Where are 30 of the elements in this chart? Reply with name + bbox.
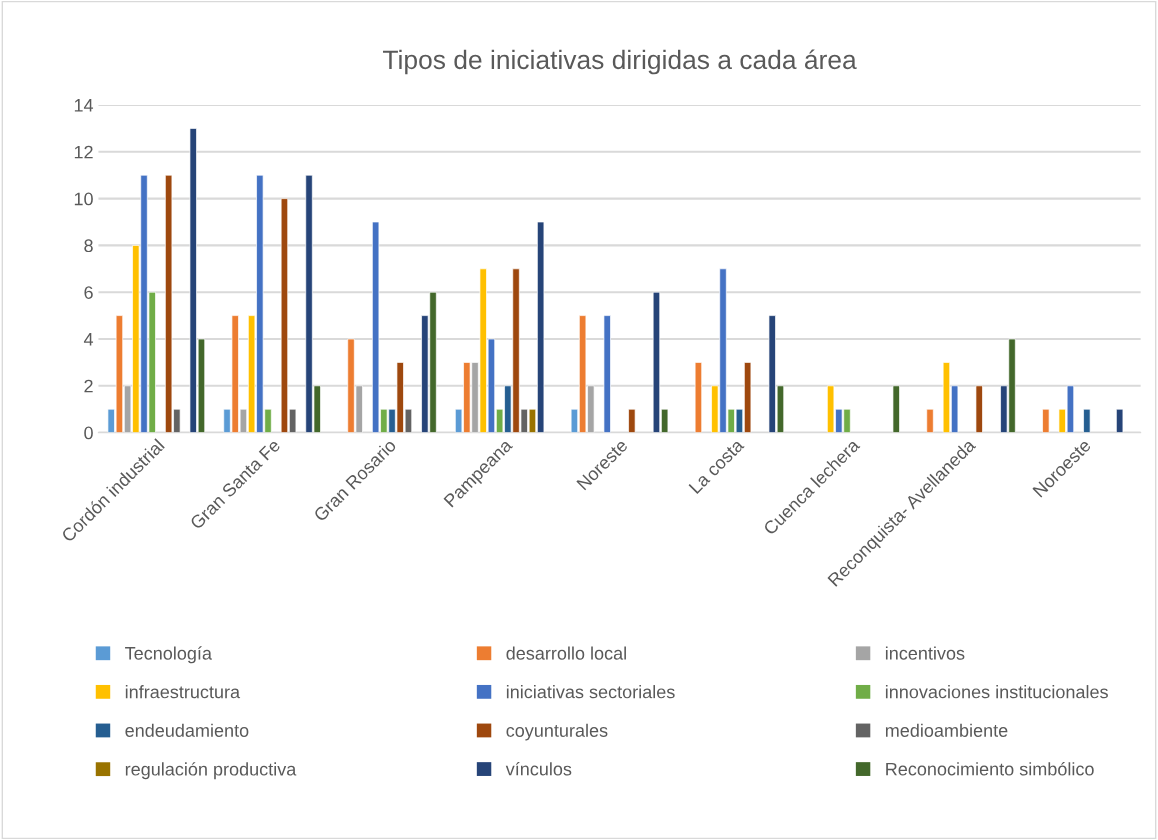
bar	[892, 385, 900, 433]
bar	[926, 408, 934, 433]
bar	[975, 385, 983, 433]
y-tick-label: 6	[84, 286, 93, 299]
legend-label: innovaciones institucionales	[885, 685, 1108, 699]
legend-label: infraestructura	[125, 685, 241, 699]
legend-label: desarrollo local	[506, 646, 626, 660]
y-tick-label: 10	[74, 192, 93, 206]
legend-label: vínculos	[505, 762, 572, 776]
legend-label: Tecnología	[125, 646, 212, 664]
bar	[603, 315, 611, 433]
legend-label: endeudamiento	[125, 723, 249, 737]
legend-label: iniciativas sectoriales	[506, 685, 675, 699]
legend-label: Reconocimiento simbólico	[886, 762, 1094, 776]
y-tick-label: 2	[84, 379, 93, 393]
y-tick-label: 14	[74, 99, 94, 112]
legend-label: incentivos	[885, 646, 965, 660]
bar	[1083, 408, 1091, 433]
y-tick-label: 4	[83, 333, 94, 346]
bar	[1042, 408, 1050, 433]
y-tick-label: 8	[84, 239, 93, 253]
legend-label: coyunturales	[506, 723, 608, 741]
legend-label: regulación productiva	[125, 762, 297, 780]
bar	[1116, 408, 1124, 433]
bar	[628, 408, 636, 433]
bar	[694, 362, 703, 433]
chart-title: Tipos de iniciativas dirigidas a cada área	[383, 49, 857, 75]
y-tick-label: 0	[84, 426, 93, 440]
legend-label: medioambiente	[885, 723, 1008, 737]
y-tick-label: 12	[74, 145, 93, 159]
